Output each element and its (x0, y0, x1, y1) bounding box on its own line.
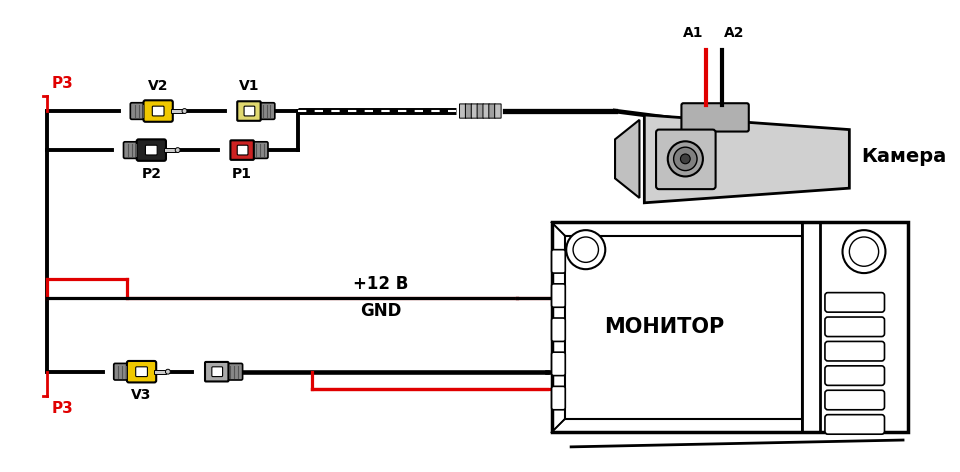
Circle shape (566, 230, 606, 269)
Text: P1: P1 (232, 167, 252, 181)
FancyBboxPatch shape (825, 366, 884, 385)
FancyBboxPatch shape (494, 104, 501, 118)
Text: МОНИТОР: МОНИТОР (605, 317, 725, 337)
FancyBboxPatch shape (212, 367, 223, 377)
FancyBboxPatch shape (136, 139, 166, 161)
FancyBboxPatch shape (143, 100, 173, 122)
FancyBboxPatch shape (552, 387, 565, 410)
FancyBboxPatch shape (146, 145, 157, 155)
FancyBboxPatch shape (131, 103, 147, 119)
FancyBboxPatch shape (825, 415, 884, 434)
Bar (565, 236, 802, 419)
FancyBboxPatch shape (552, 222, 908, 432)
FancyBboxPatch shape (483, 104, 490, 118)
Text: A1: A1 (684, 26, 704, 40)
FancyBboxPatch shape (135, 367, 148, 377)
Circle shape (165, 369, 170, 374)
FancyBboxPatch shape (825, 390, 884, 410)
FancyBboxPatch shape (237, 145, 248, 155)
FancyBboxPatch shape (113, 363, 131, 380)
FancyBboxPatch shape (244, 106, 254, 116)
FancyBboxPatch shape (552, 352, 565, 376)
Text: GND: GND (360, 303, 401, 320)
Polygon shape (615, 120, 639, 198)
FancyBboxPatch shape (237, 101, 261, 121)
FancyBboxPatch shape (825, 317, 884, 337)
Circle shape (843, 230, 885, 273)
Circle shape (182, 109, 187, 113)
FancyBboxPatch shape (552, 250, 565, 273)
Text: A2: A2 (725, 26, 745, 40)
Text: V2: V2 (148, 79, 168, 93)
FancyBboxPatch shape (682, 103, 749, 132)
Bar (155, 370, 166, 374)
FancyBboxPatch shape (466, 104, 471, 118)
Text: Камера: Камера (861, 147, 947, 167)
Text: P3: P3 (52, 76, 74, 91)
Circle shape (850, 237, 878, 266)
Circle shape (176, 148, 180, 152)
Bar (164, 148, 176, 152)
FancyBboxPatch shape (471, 104, 478, 118)
Text: P2: P2 (141, 167, 161, 181)
FancyBboxPatch shape (656, 130, 715, 189)
FancyBboxPatch shape (552, 318, 565, 341)
FancyBboxPatch shape (252, 142, 268, 159)
Circle shape (674, 147, 697, 170)
FancyBboxPatch shape (230, 140, 253, 160)
FancyBboxPatch shape (552, 284, 565, 307)
FancyBboxPatch shape (153, 106, 164, 116)
Text: +12 В: +12 В (353, 275, 408, 293)
Circle shape (681, 154, 690, 164)
Text: V1: V1 (239, 79, 259, 93)
Circle shape (573, 237, 598, 262)
Circle shape (668, 141, 703, 177)
FancyBboxPatch shape (205, 362, 228, 381)
FancyBboxPatch shape (825, 341, 884, 361)
FancyBboxPatch shape (226, 363, 243, 380)
FancyBboxPatch shape (460, 104, 466, 118)
FancyBboxPatch shape (489, 104, 495, 118)
FancyBboxPatch shape (127, 361, 156, 382)
FancyBboxPatch shape (258, 103, 275, 119)
FancyBboxPatch shape (825, 293, 884, 312)
Bar (171, 109, 182, 113)
Text: V3: V3 (132, 388, 152, 402)
FancyBboxPatch shape (124, 142, 140, 159)
FancyBboxPatch shape (477, 104, 484, 118)
Text: P3: P3 (52, 401, 74, 416)
Polygon shape (644, 115, 850, 203)
